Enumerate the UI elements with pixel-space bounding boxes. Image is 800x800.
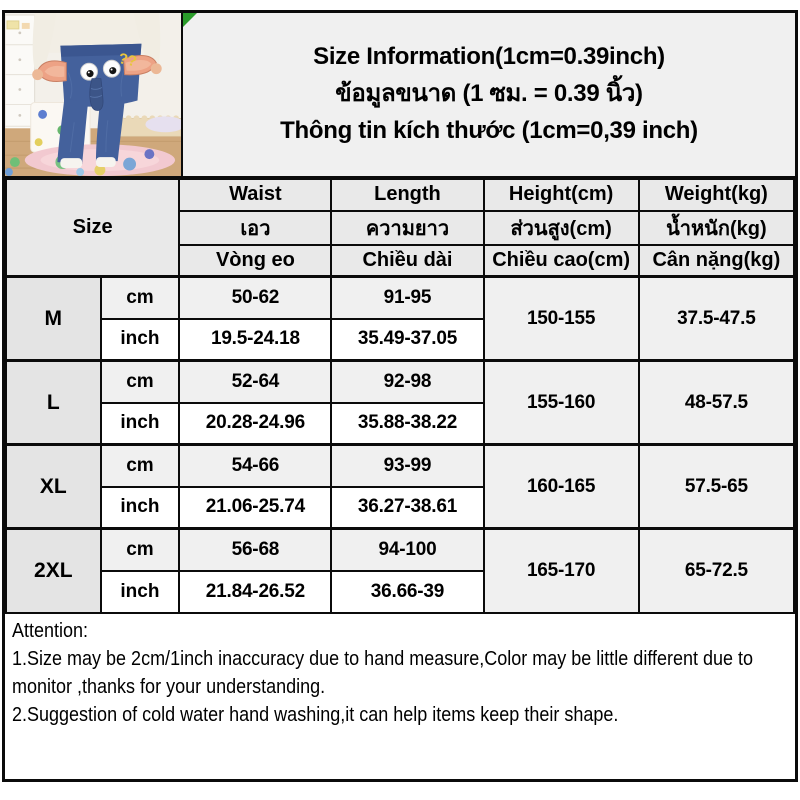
unit-inch-cell: inch bbox=[99, 485, 181, 530]
weight-header-th: น้ำหนัก(kg) bbox=[637, 209, 796, 246]
unit-cm-cell: cm bbox=[99, 443, 181, 488]
size-l-inch-row: inch 20.28-24.96 35.88-38.22 bbox=[6, 401, 794, 446]
title-vietnamese: Thông tin kích thước (1cm=0,39 inch) bbox=[280, 117, 698, 144]
size-2xl-inch-row: inch 21.84-26.52 36.66-39 bbox=[6, 569, 794, 614]
height-header-en: Height(cm) bbox=[482, 177, 640, 212]
unit-cm-cell: cm bbox=[99, 359, 181, 404]
length-inch-value: 35.88-38.22 bbox=[330, 401, 485, 446]
length-header-en: Length bbox=[330, 177, 485, 212]
lavender-blanket bbox=[145, 116, 181, 133]
waist-header-vi: Vòng eo bbox=[178, 243, 333, 278]
drawer-unit bbox=[5, 14, 36, 141]
header-row-thai: เอว ความยาว ส่วนสูง(cm) น้ำหนัก(kg) bbox=[6, 209, 796, 246]
length-header-vi: Chiều dài bbox=[330, 243, 485, 278]
waist-cm-value: 50-62 bbox=[178, 275, 333, 320]
attention-line-1: 1.Size may be 2cm/1inch inaccuracy due t… bbox=[12, 647, 754, 698]
height-value: 155-160 bbox=[482, 359, 640, 446]
size-m-inch-row: inch 19.5-24.18 35.49-37.05 bbox=[6, 317, 794, 362]
size-2xl-cm-row: 2XL cm 56-68 94-100 165-170 65-72.5 bbox=[5, 527, 796, 614]
header-row-vietnamese: Vòng eo Chiều dài Chiều cao(cm) Cân nặng… bbox=[6, 243, 796, 278]
title-thai: ข้อมูลขนาด (1 ซม. = 0.39 นิ้ว) bbox=[335, 80, 643, 107]
size-label-l: L bbox=[5, 359, 102, 446]
top-band: ?? Size Information(1cm=0.39inch) ข้อมูล… bbox=[5, 13, 795, 177]
elephant-eyes bbox=[80, 59, 121, 81]
unit-cm-cell: cm bbox=[99, 275, 181, 320]
height-header-th: ส่วนสูง(cm) bbox=[482, 209, 640, 246]
weight-value: 57.5-65 bbox=[637, 443, 796, 530]
attention-heading: Attention: bbox=[12, 619, 89, 642]
elephant-ears bbox=[37, 55, 157, 82]
right-slipper bbox=[95, 157, 116, 168]
right-hand bbox=[150, 63, 162, 75]
height-value: 150-155 bbox=[482, 275, 640, 362]
length-inch-value: 36.66-39 bbox=[330, 569, 485, 614]
waist-header-en: Waist bbox=[178, 177, 333, 212]
unit-inch-cell: inch bbox=[99, 569, 181, 614]
size-l-cm-row: L cm 52-64 92-98 155-160 48-57.5 bbox=[5, 359, 796, 446]
weight-value: 37.5-47.5 bbox=[637, 275, 796, 362]
size-label-2xl: 2XL bbox=[5, 527, 102, 614]
left-slipper bbox=[60, 158, 83, 169]
elephant-trunk bbox=[89, 78, 104, 111]
length-header-th: ความยาว bbox=[330, 209, 485, 246]
title-block: Size Information(1cm=0.39inch) ข้อมูลขนา… bbox=[183, 13, 795, 176]
waist-cm-value: 52-64 bbox=[178, 359, 333, 404]
length-cm-value: 93-99 bbox=[330, 443, 485, 488]
length-inch-value: 36.27-38.61 bbox=[330, 485, 485, 530]
length-cm-value: 91-95 bbox=[330, 275, 485, 320]
size-chart-sheet: ?? Size Information(1cm=0.39inch) ข้อมูล… bbox=[2, 10, 798, 782]
weight-header-vi: Cân nặng(kg) bbox=[637, 243, 796, 278]
height-value: 165-170 bbox=[482, 527, 640, 614]
attention-line-2: 2.Suggestion of cold water hand washing,… bbox=[12, 703, 619, 726]
unit-cm-cell: cm bbox=[99, 527, 181, 572]
length-inch-value: 35.49-37.05 bbox=[330, 317, 485, 362]
size-xl-cm-row: XL cm 54-66 93-99 160-165 57.5-65 bbox=[5, 443, 796, 530]
waist-inch-value: 20.28-24.96 bbox=[178, 401, 333, 446]
weight-header-en: Weight(kg) bbox=[637, 177, 796, 212]
waist-inch-value: 21.84-26.52 bbox=[178, 569, 333, 614]
weight-value: 48-57.5 bbox=[637, 359, 796, 446]
waist-inch-value: 21.06-25.74 bbox=[178, 485, 333, 530]
header-row-english: Size Waist Length Height(cm) Weight(kg) bbox=[4, 177, 796, 278]
product-photo: ?? bbox=[5, 13, 183, 176]
unit-inch-cell: inch bbox=[99, 401, 181, 446]
pants-waistband bbox=[60, 43, 142, 57]
size-table: Size Waist Length Height(cm) Weight(kg) … bbox=[4, 177, 796, 614]
title-english: Size Information(1cm=0.39inch) bbox=[313, 43, 665, 70]
size-label-xl: XL bbox=[5, 443, 102, 530]
height-value: 160-165 bbox=[482, 443, 640, 530]
size-column-header: Size bbox=[4, 177, 181, 278]
size-m-cm-row: M cm 50-62 91-95 150-155 37.5-47.5 bbox=[5, 275, 796, 362]
waist-inch-value: 19.5-24.18 bbox=[178, 317, 333, 362]
length-cm-value: 94-100 bbox=[330, 527, 485, 572]
waist-header-th: เอว bbox=[178, 209, 333, 246]
attention-text: Attention: 1.Size may be 2cm/1inch inacc… bbox=[12, 617, 795, 729]
size-label-m: M bbox=[5, 275, 102, 362]
green-corner-accent-icon bbox=[183, 13, 197, 27]
length-cm-value: 92-98 bbox=[330, 359, 485, 404]
size-xl-inch-row: inch 21.06-25.74 36.27-38.61 bbox=[6, 485, 794, 530]
left-hand bbox=[32, 69, 44, 81]
weight-value: 65-72.5 bbox=[637, 527, 796, 614]
product-photo-illustration: ?? bbox=[5, 13, 181, 176]
elephant-pants bbox=[57, 43, 142, 165]
height-header-vi: Chiều cao(cm) bbox=[482, 243, 640, 278]
question-marks-embroidery: ?? bbox=[117, 51, 138, 70]
attention-note: Attention: 1.Size may be 2cm/1inch inacc… bbox=[5, 613, 795, 779]
waist-cm-value: 54-66 bbox=[178, 443, 333, 488]
unit-inch-cell: inch bbox=[99, 317, 181, 362]
waist-cm-value: 56-68 bbox=[178, 527, 333, 572]
